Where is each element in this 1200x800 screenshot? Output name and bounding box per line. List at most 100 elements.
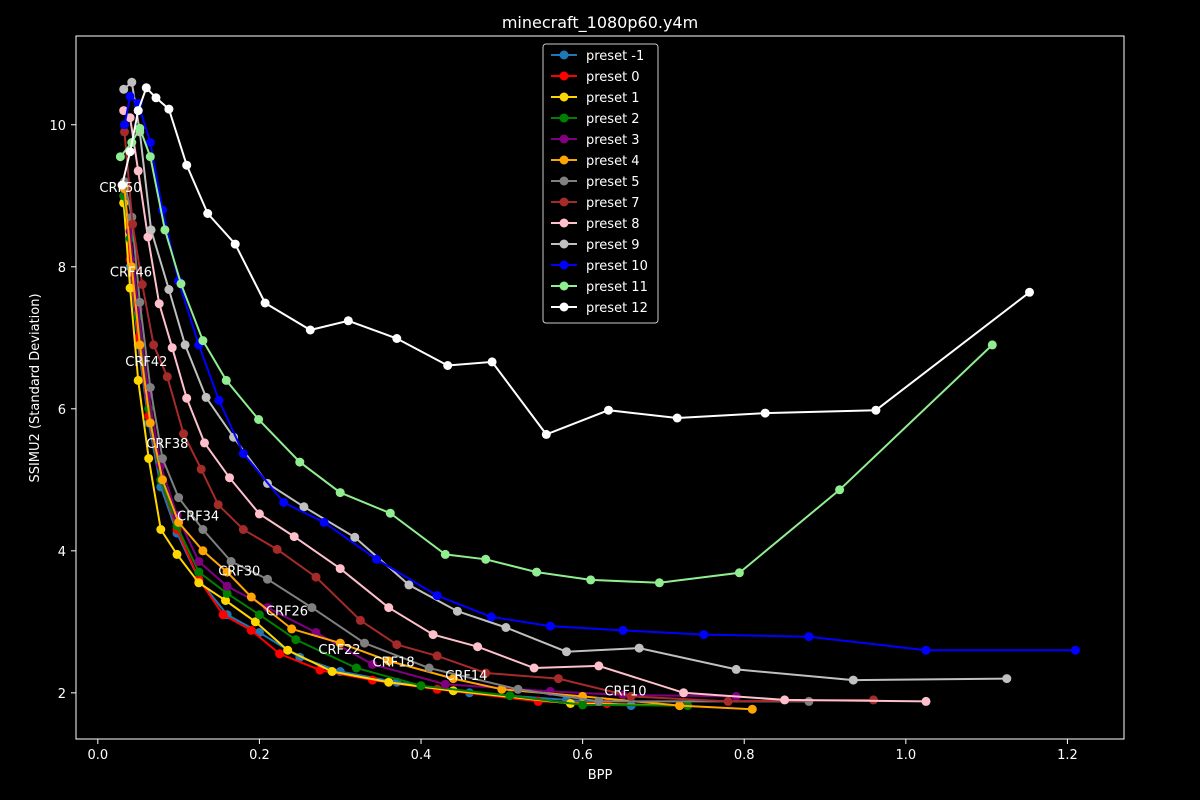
legend-marker [559,302,569,312]
data-point [135,297,145,307]
data-point [200,438,209,448]
data-point [295,457,305,467]
legend-item: preset -1 [551,49,644,64]
data-point [135,123,145,133]
y-tick-label: 8 [58,261,66,276]
data-point [319,517,329,527]
legend-marker [559,113,569,123]
crf-label: CRF22 [318,643,360,658]
legend-item: preset 1 [551,91,640,106]
data-point [541,429,551,439]
data-point [194,567,204,577]
legend-marker [559,260,569,270]
crf-annotations: CRF50 CRF46 CRF42 CRF38 CRF34 CRF30 CRF26 CRF22… [99,181,646,700]
data-point [1002,674,1012,684]
data-point [392,334,402,343]
data-point [355,615,365,625]
crf-label: CRF50 [99,181,141,196]
data-point [416,681,426,691]
data-point [250,617,260,627]
legend-item: preset 0 [551,70,640,85]
x-axis: 0.0 0.2 0.4 0.6 0.8 1.0 1.2 [87,739,1078,763]
data-point [164,104,174,114]
data-point [222,588,232,598]
data-point [144,454,154,463]
legend-item: preset 2 [551,112,640,127]
data-point [127,262,137,272]
legend-item: preset 5 [551,175,640,190]
data-point [225,473,234,483]
data-point [343,316,353,326]
data-point [180,340,190,350]
x-tick-label: 1.0 [895,748,916,763]
y-tick-label: 6 [58,403,66,418]
legend-item: preset 4 [551,154,640,169]
data-point [238,449,248,458]
data-point [198,525,208,534]
crf-label: CRF30 [218,565,260,580]
data-point [272,544,282,554]
data-point [203,209,213,218]
data-point [372,554,382,564]
data-point [384,677,394,687]
data-point [307,603,317,613]
data-point [335,488,345,498]
data-point [218,610,228,620]
data-point [283,645,293,655]
data-point [221,375,231,385]
data-point [452,606,462,616]
legend-label: preset 10 [586,259,648,274]
data-point [505,691,515,701]
legend-marker [559,281,569,291]
data-point [553,674,563,684]
data-point [432,591,442,601]
data-point [260,298,270,308]
data-point [675,701,685,711]
data-point [287,624,297,634]
crf-label: CRF46 [110,266,152,281]
data-point [154,299,164,309]
crf-label: CRF42 [125,355,167,370]
y-tick-label: 2 [58,687,66,702]
data-point [254,610,264,620]
data-point [545,621,555,631]
chart-title: minecraft_1080p60.y4m [502,13,698,33]
crf-label: CRF34 [177,509,219,524]
data-point [145,138,155,147]
data-point [1025,287,1034,297]
data-point [164,285,174,294]
data-point [734,568,744,578]
legend-label: preset 8 [586,217,640,232]
data-point [179,429,188,439]
legend-label: preset 11 [586,280,648,295]
data-point [246,625,256,635]
data-point [125,91,135,101]
legend-label: preset 4 [586,154,640,169]
data-point [921,645,931,655]
data-point [679,688,689,698]
legend-marker [559,218,569,228]
data-point [174,493,184,503]
data-point [871,405,881,415]
data-point [335,638,345,648]
data-point [594,661,604,671]
legend-box [542,43,659,324]
data-point [167,343,177,353]
data-point [156,525,166,534]
data-point [137,280,147,289]
data-point [117,180,127,190]
data-point [172,549,182,559]
data-point [275,649,285,659]
data-point [562,647,571,657]
data-point [263,574,272,584]
legend-label: preset -1 [586,49,644,64]
data-point [404,580,414,590]
data-point [529,663,539,673]
data-point [384,603,394,613]
data-point [481,554,491,564]
legend-item: preset 11 [551,280,648,295]
crf-label: CRF38 [146,437,188,452]
legend-marker [559,71,569,81]
data-point [626,691,636,701]
data-point [246,592,256,602]
